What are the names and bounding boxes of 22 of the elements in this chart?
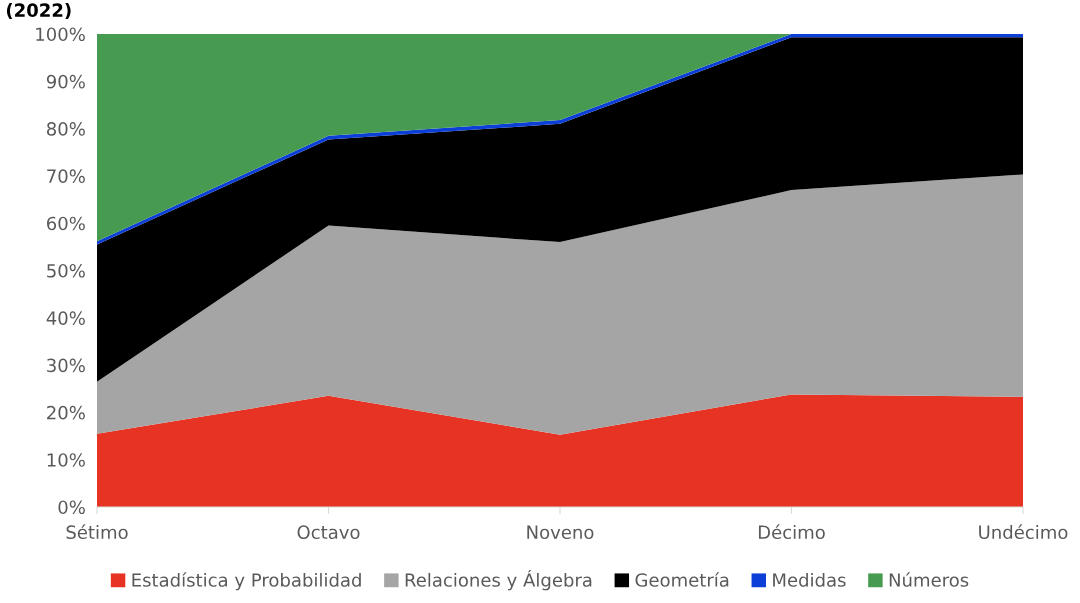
legend-label: Geometría xyxy=(635,572,729,587)
legend-label: Relaciones y Álgebra xyxy=(405,569,592,591)
y-tick-label: 0% xyxy=(58,500,85,515)
legend-label: Medidas xyxy=(773,572,846,587)
y-tick-label: 50% xyxy=(47,263,85,278)
y-tick-label: 40% xyxy=(46,311,85,325)
x-tick-label: Décimo xyxy=(758,524,825,540)
y-tick-label: 70% xyxy=(47,169,85,184)
y-tick-label: 10% xyxy=(47,453,85,467)
x-tick-label: Sétimo xyxy=(66,524,128,540)
x-tick-label: Octavo xyxy=(297,525,360,540)
legend-label: Números xyxy=(889,572,969,587)
x-tick-label: Noveno xyxy=(527,525,594,540)
legend-label: Estadística y Probabilidad xyxy=(132,572,361,591)
y-tick-label: 20% xyxy=(47,405,85,420)
x-tick-label: Undécimo xyxy=(979,524,1068,540)
y-tick-label: 60% xyxy=(47,216,85,231)
y-tick-label: 30% xyxy=(47,358,85,373)
y-tick-label: 90% xyxy=(46,74,85,89)
chart-title: (2022) xyxy=(6,3,71,20)
y-tick-label: 100% xyxy=(36,27,85,42)
y-tick-label: 80% xyxy=(46,122,85,136)
